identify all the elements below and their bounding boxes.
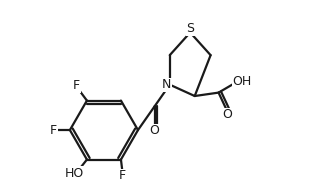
Text: N: N	[162, 78, 171, 91]
Text: F: F	[73, 79, 80, 92]
Text: O: O	[223, 108, 232, 121]
Text: F: F	[50, 124, 57, 137]
Text: O: O	[149, 124, 159, 137]
Text: HO: HO	[65, 167, 84, 180]
Text: OH: OH	[232, 75, 252, 88]
Text: F: F	[119, 169, 126, 182]
Text: S: S	[186, 22, 194, 35]
